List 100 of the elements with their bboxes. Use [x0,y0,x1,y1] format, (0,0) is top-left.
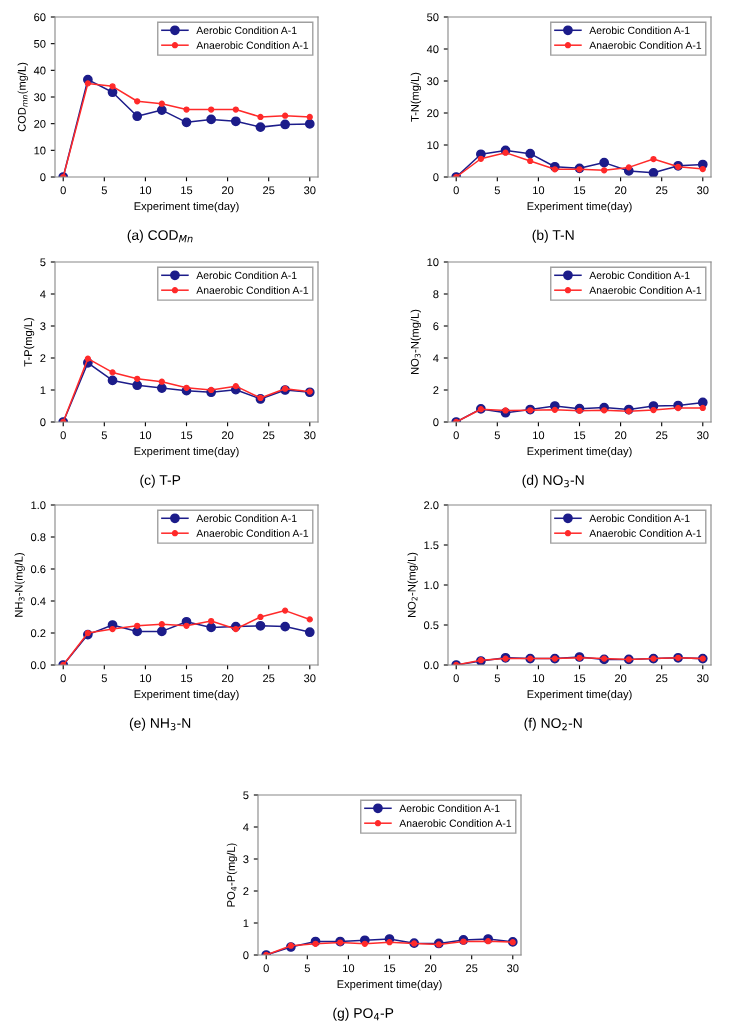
y-tick-label: 0.0 [30,661,46,670]
legend-label: Anaerobic Condition A-1 [196,286,309,294]
legend-label: Aerobic Condition A-1 [589,26,690,35]
x-tick-label: 10 [533,431,545,440]
y-tick-label: 0.4 [30,597,46,606]
legend-label: Aerobic Condition A-1 [589,271,690,280]
legend-label: Aerobic Condition A-1 [196,514,297,523]
text: (f) NO$_{2}$-N [524,717,582,731]
y-tick-label: 0 [433,418,439,427]
x-axis-title: Experiment time(day) [527,689,632,701]
x-tick-label: 5 [494,674,500,683]
y-axis-title: NH$_{3}$-N(mg/L) [14,553,25,617]
x-tick-label: 30 [304,431,316,440]
x-tick-label: 0 [60,674,66,683]
x-tick-label: 20 [614,431,627,440]
legend-label: Anaerobic Condition A-1 [196,529,309,537]
y-tick-label: 5 [40,258,46,267]
x-tick-label: 25 [263,674,275,683]
y-tick-label: 3 [243,855,249,864]
y-tick-label: 40 [426,45,439,54]
legend-label: Aerobic Condition A-1 [589,514,690,523]
y-tick-label: 0 [433,173,439,182]
x-tick-label: 20 [614,674,627,683]
x-axis-title: Experiment time(day) [337,979,442,991]
y-tick-label: 0 [40,173,46,182]
y-tick-label: 1 [40,386,46,395]
x-tick-label: 15 [181,186,193,195]
legend-label: Anaerobic Condition A-1 [589,286,702,294]
y-tick-label: 2 [433,386,439,395]
x-tick-label: 15 [384,964,396,973]
text: (b) T-N [532,229,574,243]
x-axis-title: Experiment time(day) [134,201,239,213]
x-tick-label: 0 [453,186,459,195]
y-tick-label: 4 [40,290,46,299]
text: (e) NH$_{3}$-N [129,717,191,731]
y-tick-label: 5 [243,791,249,800]
x-tick-label: 30 [697,674,709,683]
x-tick-label: 5 [101,431,107,440]
text: (a) COD$_{Mn}$ [127,229,193,243]
y-tick-label: 1.0 [31,501,46,510]
text: (c) T-P [140,474,181,488]
x-tick-label: 30 [507,964,519,973]
x-tick-label: 10 [533,674,545,683]
x-tick-label: 10 [140,186,152,195]
legend-label: Anaerobic Condition A-1 [589,41,702,49]
y-tick-label: 1.0 [424,581,439,590]
x-axis-title: Experiment time(day) [134,689,239,701]
x-tick-label: 10 [343,964,355,973]
x-tick-label: 15 [574,431,586,440]
y-tick-label: 8 [433,290,439,299]
text: (d) NO$_{3}$-N [522,474,584,488]
legend-label: Anaerobic Condition A-1 [589,529,702,537]
y-tick-label: 0 [40,418,46,427]
x-tick-label: 15 [574,186,586,195]
x-tick-label: 25 [263,186,275,195]
y-tick-label: 0.0 [423,661,439,670]
y-tick-label: 0.8 [30,533,46,542]
y-axis-title: T-N(mg/L) [410,72,422,122]
x-axis-title: Experiment time(day) [134,446,239,458]
x-tick-label: 5 [101,186,107,195]
x-tick-label: 0 [453,674,459,683]
x-tick-label: 25 [656,186,668,195]
x-tick-label: 5 [101,674,107,683]
y-axis-title: NO$_{3}$-N(mg/L) [410,309,421,375]
y-tick-label: 0.6 [30,565,46,574]
y-tick-label: 50 [34,39,46,48]
x-tick-label: 20 [221,674,234,683]
y-tick-label: 2 [243,887,249,896]
y-tick-label: 40 [33,66,46,75]
y-axis-title: NO$_{2}$-N(mg/L) [407,552,418,618]
x-tick-label: 30 [697,431,709,440]
y-tick-label: 60 [34,13,46,22]
x-tick-label: 20 [221,186,234,195]
y-tick-label: 20 [427,109,439,118]
x-tick-label: 0 [263,964,269,973]
y-tick-label: 10 [34,146,46,155]
x-tick-label: 25 [656,674,668,683]
x-tick-label: 15 [574,674,586,683]
legend-label: Aerobic Condition A-1 [196,26,297,35]
y-tick-label: 4 [433,354,439,363]
x-tick-label: 5 [304,964,310,973]
legend-label: Anaerobic Condition A-1 [196,41,309,49]
y-tick-label: 0.5 [423,621,439,630]
y-tick-label: 20 [34,119,46,128]
x-tick-label: 10 [140,674,152,683]
x-tick-label: 25 [656,431,668,440]
y-tick-label: 0 [243,951,249,960]
x-tick-label: 5 [494,431,500,440]
y-axis-title: T-P(mg/L) [23,317,35,367]
y-tick-label: 50 [427,13,439,22]
y-tick-label: 6 [433,322,439,331]
x-axis-title: Experiment time(day) [527,446,632,458]
y-tick-label: 10 [427,258,439,267]
x-tick-label: 25 [466,964,478,973]
y-tick-label: 30 [34,93,46,102]
x-tick-label: 15 [181,674,193,683]
x-tick-label: 15 [181,431,193,440]
y-tick-label: 4 [243,823,249,832]
y-tick-label: 10 [427,141,439,150]
y-tick-label: 2.0 [424,501,439,510]
